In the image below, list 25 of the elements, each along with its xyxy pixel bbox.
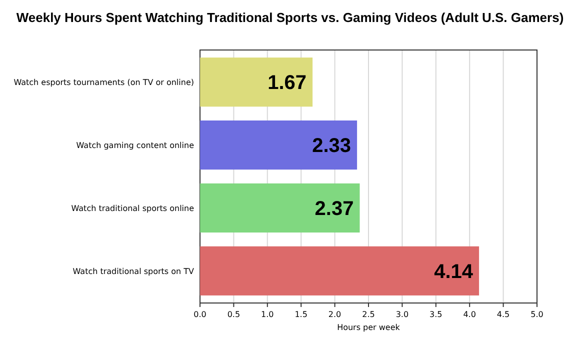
chart-title: Weekly Hours Spent Watching Traditional Sports vs. Gaming Videos (Adult U.S. Gamers) bbox=[16, 10, 564, 25]
data-label: 2.33 bbox=[312, 135, 352, 158]
y-tick-label: Watch esports tournaments (on TV or online) bbox=[14, 78, 194, 88]
data-label: 2.37 bbox=[314, 198, 354, 220]
bar bbox=[200, 246, 480, 296]
x-tick-label: 2.5 bbox=[362, 310, 375, 319]
bar bbox=[200, 58, 313, 107]
x-tick-label: 1.5 bbox=[294, 310, 308, 319]
x-axis-title: Hours per week bbox=[337, 323, 400, 332]
y-tick-label: Watch traditional sports online bbox=[71, 204, 194, 213]
x-tick-label: 3.0 bbox=[396, 310, 409, 319]
y-tick-label: Watch traditional sports on TV bbox=[72, 266, 195, 276]
x-tick-label: 1.0 bbox=[261, 310, 274, 319]
data-label: 4.14 bbox=[434, 260, 474, 283]
x-tick-label: 0.0 bbox=[194, 310, 206, 319]
x-tick-label: 4.0 bbox=[463, 310, 476, 319]
x-tick-label: 2.0 bbox=[328, 310, 342, 319]
x-tick-label: 0.5 bbox=[227, 310, 240, 319]
x-tick-label: 4.5 bbox=[496, 310, 510, 319]
bar bbox=[200, 183, 360, 233]
x-tick-label: 5.0 bbox=[530, 310, 544, 319]
bar bbox=[200, 120, 358, 170]
y-tick-label: Watch gaming content online bbox=[76, 141, 194, 150]
x-tick-label: 3.5 bbox=[430, 310, 442, 319]
data-label: 1.67 bbox=[268, 72, 307, 94]
